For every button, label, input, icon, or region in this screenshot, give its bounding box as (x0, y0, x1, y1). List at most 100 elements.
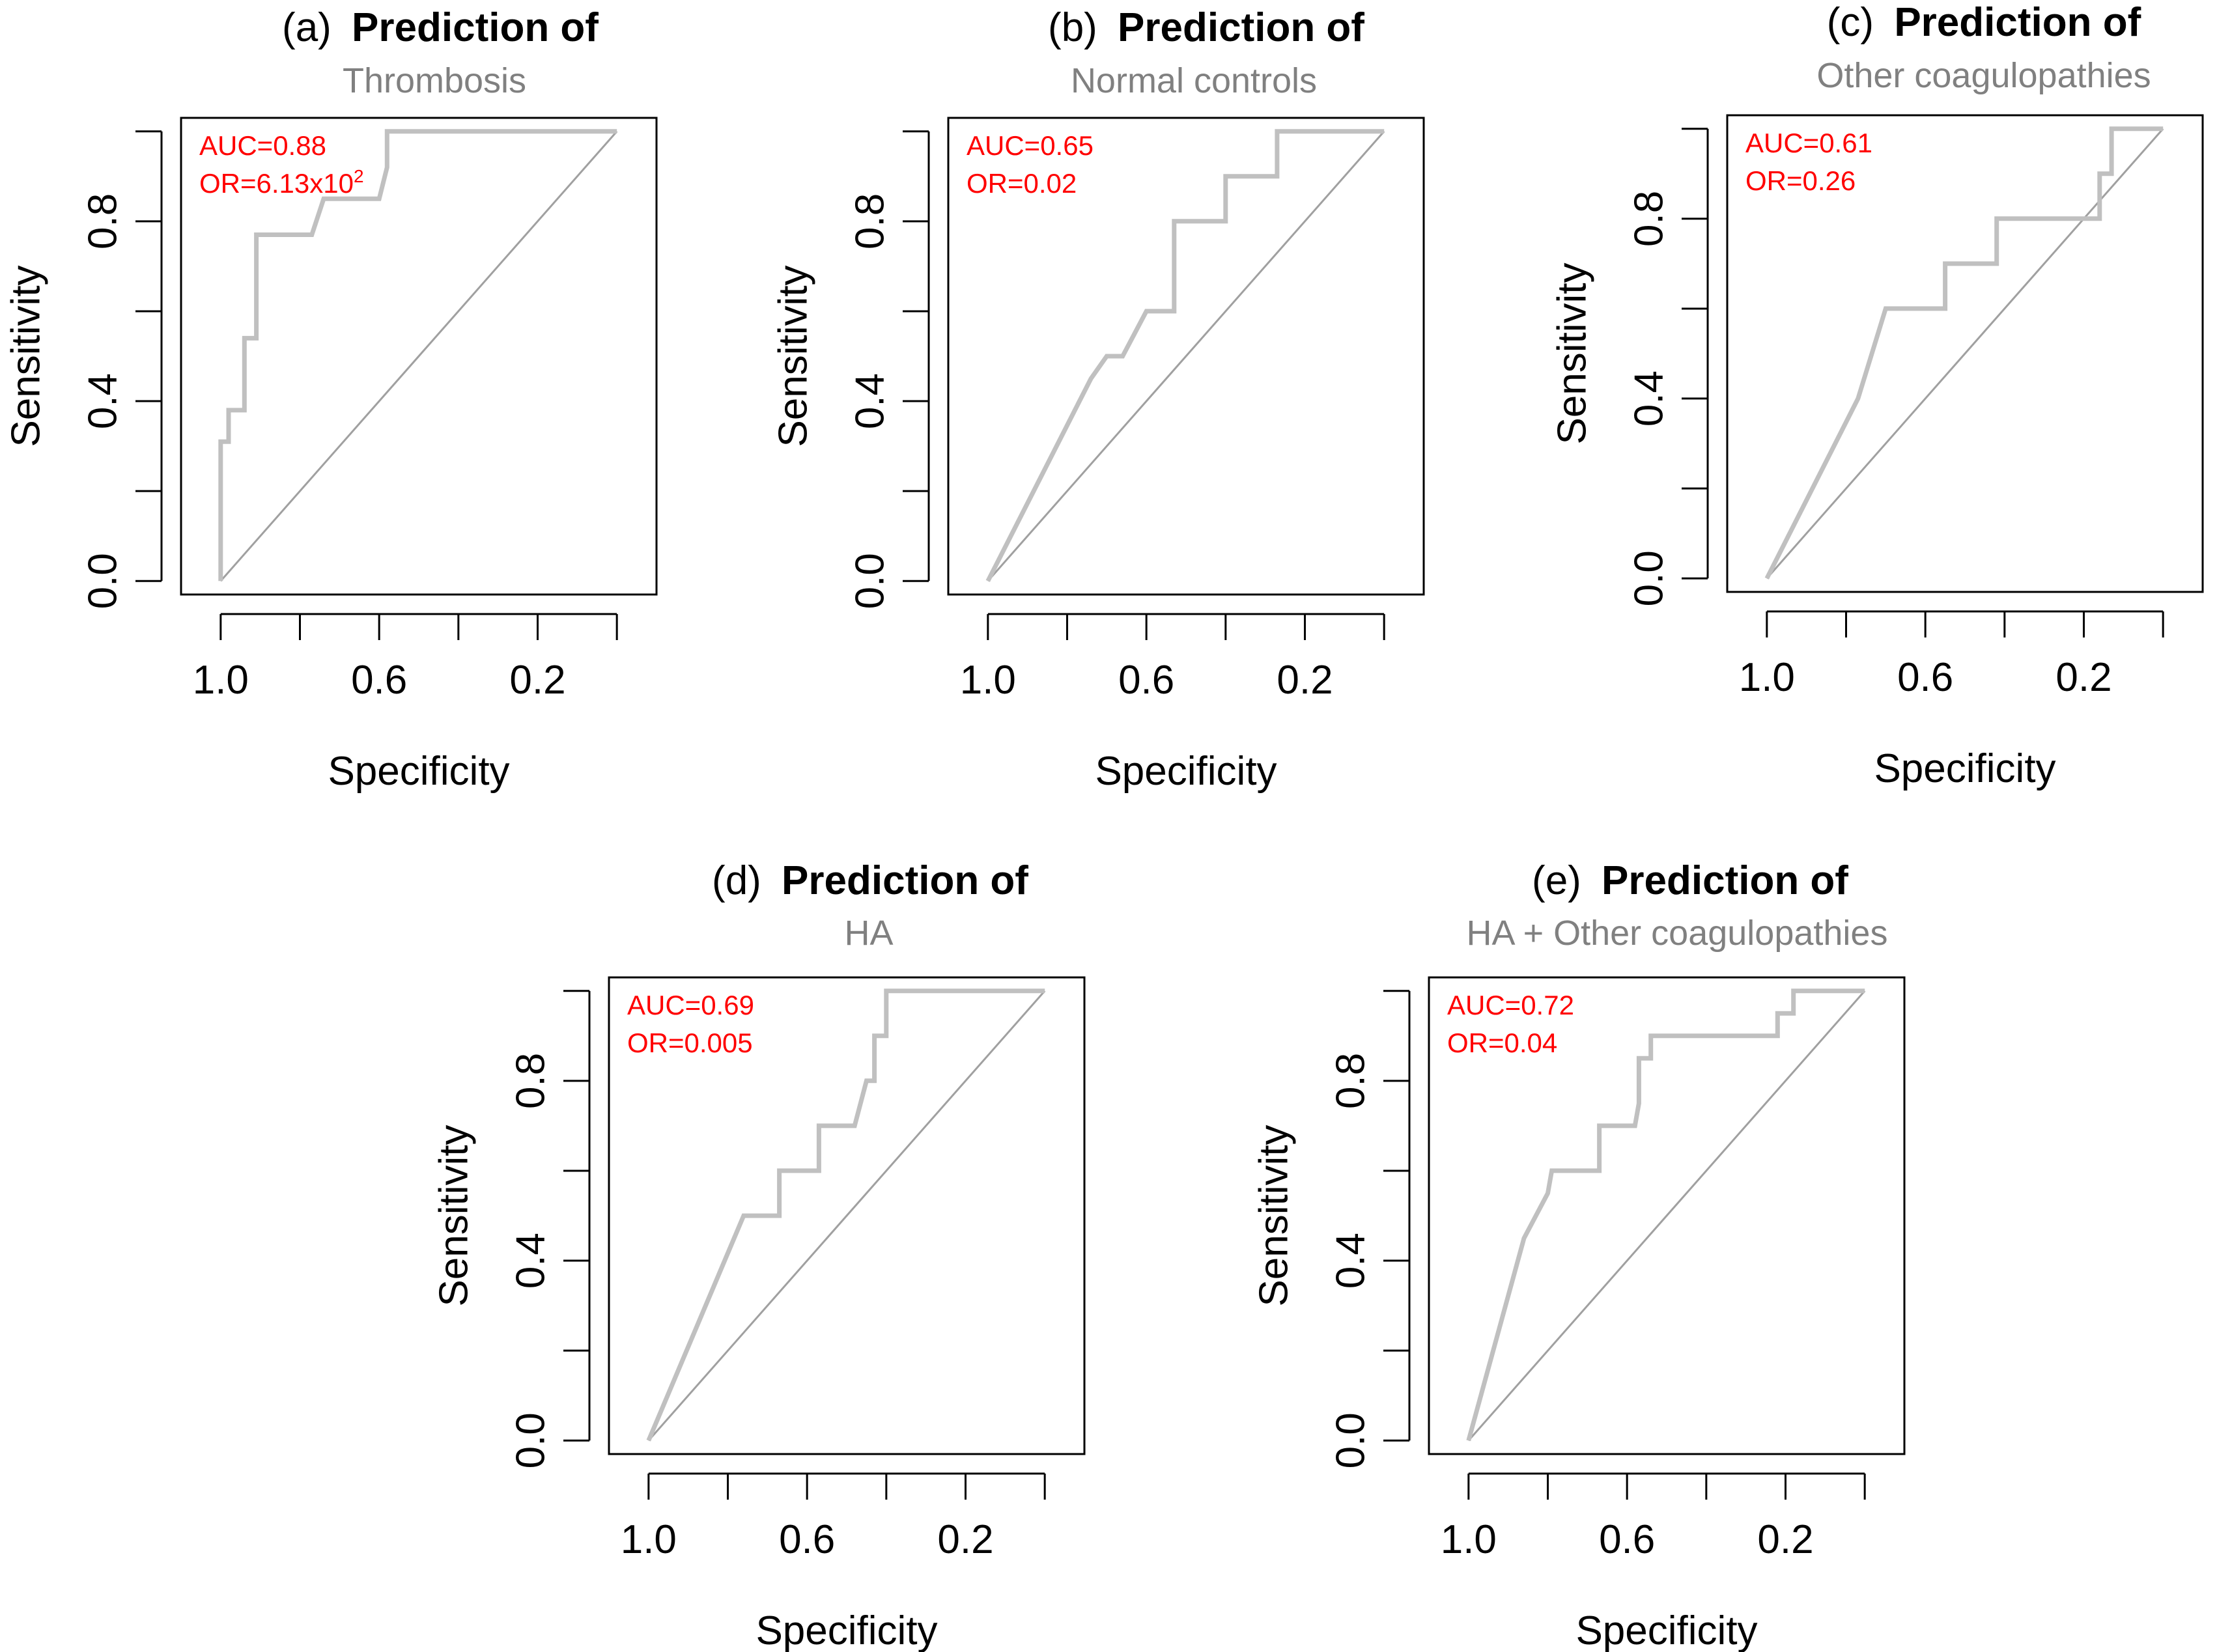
reference-diagonal (987, 130, 1385, 582)
title-text: Prediction of (352, 5, 599, 50)
or-annotation: OR=0.26 (1745, 165, 1856, 196)
x-tick-label: 0.2 (2055, 655, 2111, 700)
title-text: Prediction of (1894, 0, 2141, 45)
x-axis-title: Specificity (1575, 1608, 1757, 1652)
y-tick-label: 0.0 (848, 553, 893, 609)
x-tick-label: 1.0 (960, 658, 1016, 703)
panel-subtitle: Normal controls (1071, 61, 1317, 100)
x-tick-label: 0.2 (1757, 1517, 1813, 1562)
plot-frame (608, 976, 1086, 1455)
y-axis-title: Sensitivity (1550, 262, 1595, 444)
annotation-text: AUC=0.88 (199, 130, 326, 161)
auc-annotation: AUC=0.69 (627, 990, 754, 1020)
y-axis-title: Sensitivity (4, 265, 49, 447)
plot-frame (1726, 114, 2204, 593)
plot-frame (180, 117, 658, 596)
x-tick-label: 1.0 (193, 658, 249, 703)
annotation-superscript: 2 (354, 166, 364, 186)
panel-label: (c) (1827, 0, 1885, 45)
annotation-text: AUC=0.72 (1447, 990, 1574, 1020)
panel-label: (b) (1048, 5, 1108, 50)
reference-diagonal (647, 990, 1046, 1442)
or-annotation: OR=0.005 (627, 1028, 753, 1058)
title-text: Prediction of (1118, 5, 1364, 50)
x-axis-title: Specificity (328, 749, 509, 794)
plot-frame (947, 117, 1425, 596)
x-tick-label: 0.2 (937, 1517, 993, 1562)
x-tick-label: 1.0 (621, 1517, 677, 1562)
y-tick-label: 0.4 (1329, 1233, 1374, 1289)
y-tick-label: 0.8 (509, 1053, 554, 1109)
x-tick-label: 1.0 (1739, 655, 1795, 700)
y-tick-label: 0.4 (509, 1233, 554, 1289)
annotation-text: OR=0.005 (627, 1028, 753, 1058)
roc-curve (1764, 126, 2164, 580)
title-text: Prediction of (782, 858, 1028, 903)
auc-annotation: AUC=0.61 (1745, 128, 1872, 158)
reference-diagonal (1766, 128, 2164, 580)
y-axis-title: Sensitivity (432, 1125, 477, 1306)
y-tick-label: 0.0 (81, 553, 126, 609)
panel-label: (e) (1532, 858, 1592, 903)
y-tick-label: 0.0 (1329, 1412, 1374, 1468)
y-axis-title: Sensitivity (1252, 1125, 1297, 1306)
panel-subtitle: HA + Other coagulopathies (1467, 914, 1888, 953)
or-annotation: OR=6.13x102 (199, 166, 364, 199)
panel-subtitle: HA (844, 914, 893, 953)
auc-annotation: AUC=0.72 (1447, 990, 1574, 1020)
roc-curve (218, 129, 617, 581)
annotation-text: AUC=0.61 (1745, 128, 1872, 158)
x-tick-label: 1.0 (1441, 1517, 1497, 1562)
x-tick-label: 0.2 (1277, 658, 1333, 703)
x-tick-label: 0.2 (509, 658, 565, 703)
panel-title: (d) Prediction of (712, 858, 1028, 903)
annotation-text: OR=0.26 (1745, 165, 1856, 196)
y-tick-label: 0.8 (1329, 1053, 1374, 1109)
y-tick-label: 0.0 (1627, 550, 1672, 606)
y-tick-label: 0.4 (81, 373, 126, 429)
y-tick-label: 0.0 (509, 1412, 554, 1468)
x-axis-title: Specificity (1095, 749, 1277, 794)
panel-label: (d) (712, 858, 772, 903)
y-tick-label: 0.4 (1627, 371, 1672, 427)
panel-subtitle: Thrombosis (343, 61, 526, 100)
y-tick-label: 0.8 (1627, 191, 1672, 247)
plot-frame (1428, 976, 1906, 1455)
panel-title: (c) Prediction of (1827, 0, 2141, 45)
or-annotation: OR=0.02 (967, 168, 1077, 199)
panel-subtitle: Other coagulopathies (1816, 56, 2151, 95)
x-tick-label: 0.6 (351, 658, 407, 703)
panel-label: (a) (282, 5, 343, 50)
annotation-text: OR=0.02 (967, 168, 1077, 199)
roc-panel-d: (d) Prediction of HA 1.0 0.6 0.2 Specificity 0… (432, 858, 1086, 1652)
roc-curve (1466, 988, 1865, 1442)
y-tick-label: 0.4 (848, 373, 893, 429)
reference-diagonal (1467, 990, 1866, 1442)
roc-curve (985, 129, 1385, 582)
roc-panel-a: (a) Prediction of Thrombosis 1.0 0.6 0.2 Spec… (4, 5, 658, 794)
annotation-text: AUC=0.65 (967, 130, 1094, 161)
roc-curve (646, 988, 1045, 1442)
panel-title: (e) Prediction of (1532, 858, 1848, 903)
annotation-text: OR=6.13x10 (199, 168, 354, 199)
auc-annotation: AUC=0.88 (199, 130, 326, 161)
x-tick-label: 0.6 (1897, 655, 1953, 700)
panel-title: (b) Prediction of (1048, 5, 1364, 50)
or-annotation: OR=0.04 (1447, 1028, 1557, 1058)
y-axis-title: Sensitivity (771, 265, 816, 447)
x-tick-label: 0.6 (1118, 658, 1174, 703)
title-text: Prediction of (1602, 858, 1848, 903)
roc-panel-e: (e) Prediction of HA + Other coagulopathi… (1252, 858, 1906, 1652)
x-axis-title: Specificity (755, 1608, 937, 1652)
x-tick-label: 0.6 (1599, 1517, 1655, 1562)
annotation-text: AUC=0.69 (627, 990, 754, 1020)
roc-panel-c: (c) Prediction of Other coagulopathies 1.0… (1550, 0, 2204, 791)
roc-panel-b: (b) Prediction of Normal controls 1.0 0.6 0.… (771, 5, 1425, 794)
x-axis-title: Specificity (1874, 746, 2055, 791)
annotation-text: OR=0.04 (1447, 1028, 1557, 1058)
y-tick-label: 0.8 (81, 193, 126, 249)
x-tick-label: 0.6 (779, 1517, 835, 1562)
auc-annotation: AUC=0.65 (967, 130, 1094, 161)
y-tick-label: 0.8 (848, 193, 893, 249)
